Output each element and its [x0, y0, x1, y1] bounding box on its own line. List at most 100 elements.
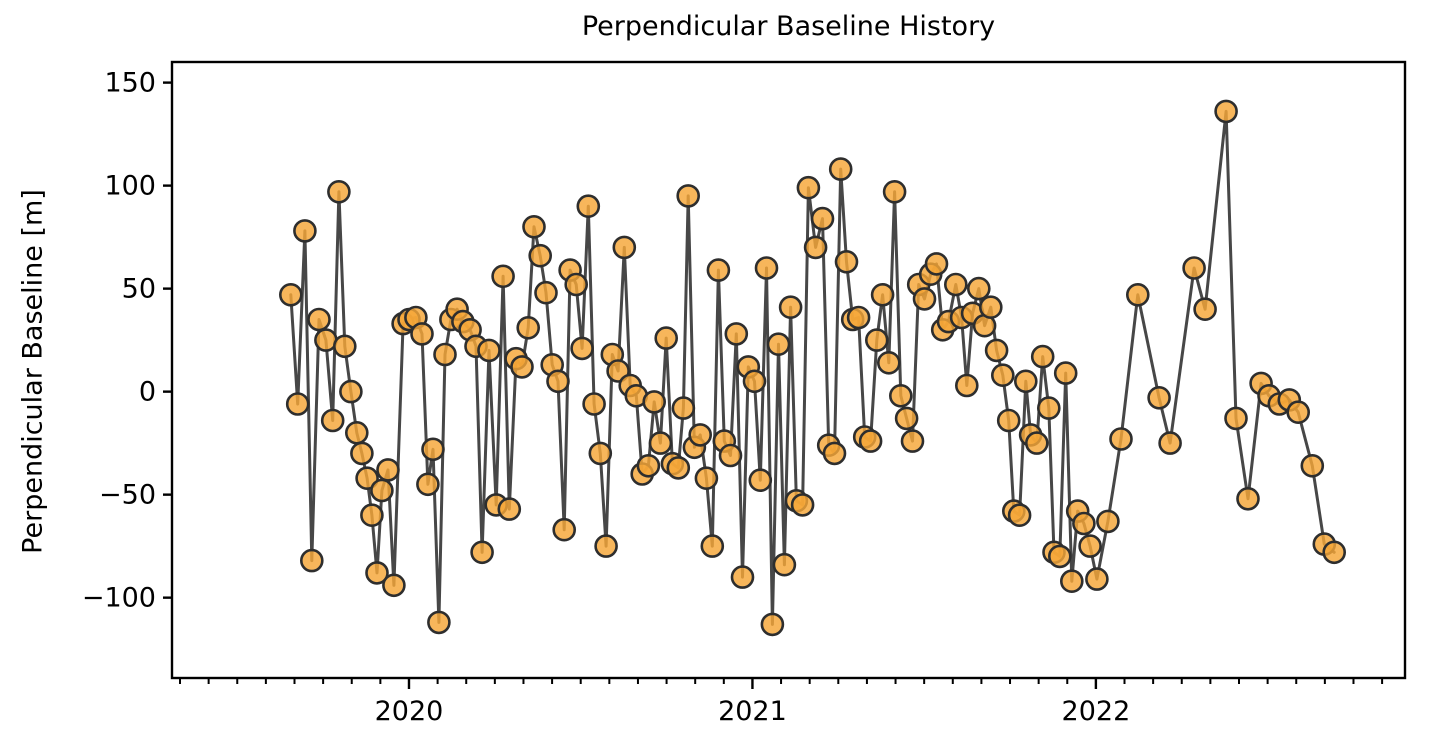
x-tick-label: 2021: [718, 696, 787, 727]
chart-title: Perpendicular Baseline History: [581, 11, 996, 42]
data-point: [1147, 385, 1171, 410]
data-point: [882, 180, 907, 204]
data-point: [954, 373, 979, 398]
data-point: [846, 305, 871, 330]
data-point: [1060, 569, 1084, 594]
data-point: [299, 548, 324, 573]
data-point: [360, 503, 384, 528]
data-point: [477, 338, 501, 363]
data-point: [1085, 567, 1109, 591]
data-point: [636, 453, 661, 478]
data-point: [1072, 511, 1096, 536]
data-point: [966, 276, 991, 301]
data-point: [766, 332, 791, 357]
data-point: [1053, 361, 1078, 385]
data-point: [694, 466, 719, 491]
data-point: [410, 322, 434, 346]
data-point: [924, 252, 949, 276]
data-point: [828, 157, 853, 181]
data-point: [570, 336, 594, 361]
data-point: [1182, 256, 1206, 280]
data-point: [984, 338, 1009, 363]
data-point: [943, 272, 968, 297]
data-point: [894, 406, 919, 431]
data-point: [742, 369, 767, 394]
data-point: [576, 194, 601, 218]
data-point: [1078, 534, 1102, 558]
data-point: [1236, 486, 1260, 511]
data-point: [834, 249, 859, 274]
data-point: [718, 443, 743, 468]
data-point: [564, 272, 589, 297]
data-point: [497, 497, 522, 521]
y-tick-label: 50: [122, 274, 156, 305]
data-point: [327, 180, 351, 204]
data-point: [724, 322, 749, 346]
data-point: [534, 280, 558, 305]
data-point: [1193, 297, 1217, 322]
data-point: [730, 565, 755, 589]
data-point: [1322, 540, 1346, 565]
data-point: [470, 540, 494, 565]
data-point: [516, 315, 541, 340]
data-point: [666, 456, 691, 480]
data-point: [748, 468, 773, 493]
y-tick-label: 100: [104, 171, 156, 202]
data-point: [370, 478, 394, 503]
data-point: [285, 392, 310, 416]
data-point: [522, 215, 546, 239]
data-point: [427, 610, 451, 635]
y-tick-label: −100: [82, 583, 156, 614]
data-point: [870, 282, 895, 307]
data-point: [1014, 369, 1038, 394]
plot-border: [170, 60, 1407, 680]
data-point: [900, 429, 925, 453]
data-point: [278, 282, 303, 307]
data-point: [642, 390, 667, 414]
data-point: [1286, 400, 1310, 425]
data-point: [1025, 431, 1049, 455]
data-point: [582, 392, 606, 416]
x-tick-label: 2022: [1062, 696, 1131, 727]
data-point: [344, 420, 369, 445]
data-point: [858, 429, 883, 453]
data-point: [594, 534, 618, 558]
data-point: [365, 561, 389, 585]
data-point: [1007, 503, 1032, 528]
data-point: [688, 423, 713, 447]
data-point: [1048, 544, 1072, 569]
data-point: [996, 408, 1021, 433]
data-point: [654, 326, 679, 350]
data-point: [876, 350, 901, 375]
data-point: [1096, 509, 1120, 534]
data-point: [588, 441, 613, 466]
data-point: [810, 206, 835, 231]
data-point: [1300, 453, 1325, 478]
data-point: [355, 466, 379, 491]
data-point: [1030, 344, 1055, 369]
data-point: [510, 355, 534, 379]
y-tick-label: 150: [104, 68, 156, 99]
data-point: [1158, 431, 1182, 455]
data-point: [648, 431, 673, 455]
data-point: [332, 334, 357, 359]
x-tick-label: 2020: [375, 696, 444, 727]
data-point: [416, 472, 440, 497]
data-point: [350, 441, 374, 466]
data-point: [376, 458, 400, 482]
data-point: [790, 493, 815, 517]
data-point: [552, 517, 577, 542]
data-point: [1214, 99, 1238, 124]
data-point: [293, 219, 317, 243]
data-point: [978, 295, 1003, 320]
data-point: [307, 307, 331, 332]
data-point: [1126, 282, 1150, 307]
data-point: [491, 264, 515, 289]
data-point: [612, 235, 637, 260]
y-tick-label: 0: [139, 377, 156, 408]
data-point: [772, 552, 797, 577]
data-point: [990, 363, 1015, 388]
data-point: [382, 573, 406, 598]
data-point: [864, 328, 889, 352]
